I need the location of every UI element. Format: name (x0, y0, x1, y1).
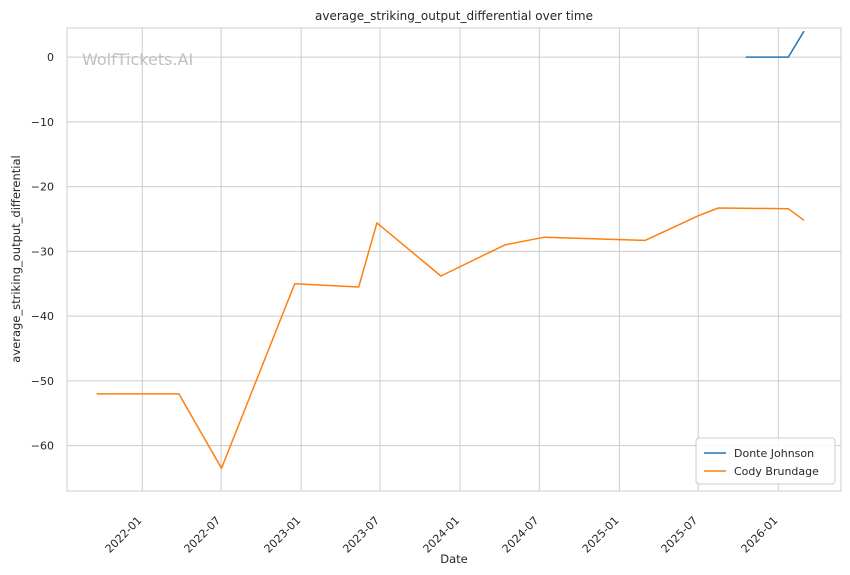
y-tick-label: −50 (31, 375, 54, 388)
y-ticks: 0 −10 −20 −30 −40 −50 −60 (31, 51, 54, 453)
legend: Donte Johnson Cody Brundage (695, 437, 836, 485)
legend-label: Donte Johnson (734, 447, 814, 460)
x-tick-label: 2024-07 (500, 514, 542, 556)
x-axis-title: Date (440, 552, 468, 566)
series-line (96, 207, 805, 470)
x-tick-label: 2022-01 (103, 514, 145, 556)
chart-title: average_striking_output_differential ove… (315, 9, 593, 23)
x-ticks: 2022-01 2022-07 2023-01 2023-07 2024-01 2024-… (103, 514, 781, 556)
y-tick-label: −40 (31, 310, 54, 323)
grid (67, 28, 841, 491)
x-tick-label: 2023-07 (340, 514, 382, 556)
x-tick-label: 2024-01 (421, 514, 463, 556)
legend-box (695, 437, 836, 485)
x-tick-label: 2023-01 (262, 514, 304, 556)
y-tick-label: 0 (47, 51, 54, 64)
series-line (745, 30, 805, 58)
y-tick-label: −10 (31, 116, 54, 129)
x-tick-label: 2025-01 (580, 514, 622, 556)
y-tick-label: −20 (31, 181, 54, 194)
x-tick-label: 2026-01 (739, 514, 781, 556)
x-tick-label: 2025-07 (659, 514, 701, 556)
plot-area (66, 27, 842, 492)
x-tick-label: 2022-07 (182, 514, 224, 556)
y-axis-title: average_striking_output_differential (9, 155, 23, 362)
series-layer (96, 30, 805, 470)
legend-label: Cody Brundage (734, 465, 819, 478)
watermark: WolfTickets.AI (82, 50, 193, 69)
y-tick-label: −60 (31, 440, 54, 453)
y-tick-label: −30 (31, 245, 54, 258)
